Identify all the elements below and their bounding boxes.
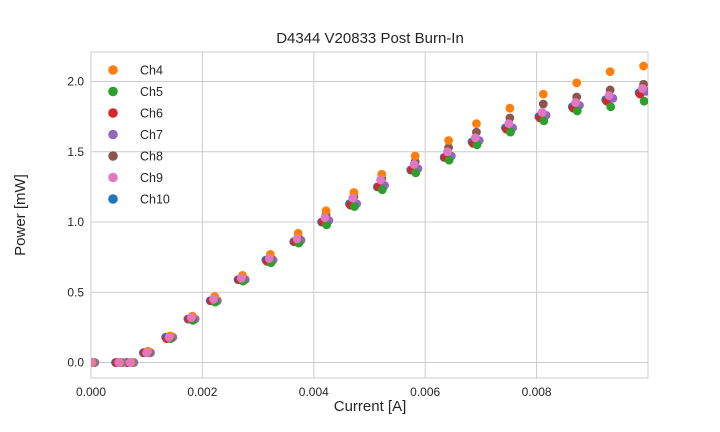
data-point [572, 78, 582, 88]
legend-item-ch7: Ch7 [108, 128, 163, 142]
legend: Ch4 Ch5 Ch6 Ch7 Ch8 Ch9 Ch10 [108, 64, 170, 207]
legend-label: Ch8 [140, 150, 163, 164]
chart-title: D4344 V20833 Post Burn-In [276, 30, 464, 47]
data-point [639, 61, 648, 71]
legend-marker-icon [108, 129, 118, 140]
x-axis-ticks: 0.000 0.002 0.004 0.006 0.008 [76, 385, 552, 399]
legend-marker-icon [108, 108, 118, 118]
y-axis-ticks: 0.0 0.5 1.0 1.5 2.0 [67, 75, 84, 370]
series-ch10 [91, 88, 644, 367]
y-tick-label: 1.5 [67, 145, 84, 159]
data-point [443, 147, 452, 157]
data-point [472, 119, 481, 129]
series-ch6 [91, 89, 645, 367]
series-ch7 [91, 86, 648, 367]
series-ch5 [91, 96, 648, 367]
x-tick-label: 0.002 [187, 385, 217, 399]
data-point [639, 96, 648, 106]
x-tick-label: 0.008 [522, 385, 552, 399]
data-point [537, 108, 547, 117]
legend-label: Ch10 [140, 193, 170, 207]
data-point [236, 273, 246, 283]
y-tick-label: 0.0 [67, 356, 84, 370]
data-point [506, 127, 515, 137]
data-point [91, 358, 96, 367]
x-tick-label: 0.004 [299, 385, 329, 399]
series-ch9 [91, 84, 647, 367]
y-tick-label: 1.0 [67, 215, 84, 229]
data-point [504, 119, 514, 129]
y-tick-label: 0.5 [67, 285, 84, 299]
legend-item-ch9: Ch9 [108, 171, 163, 185]
y-axis-label: Power [mW] [12, 174, 29, 256]
legend-label: Ch7 [140, 128, 163, 142]
data-point [125, 358, 135, 367]
plot-border [90, 51, 649, 379]
data-point [538, 99, 548, 109]
data-point [571, 98, 580, 107]
data-point [472, 140, 482, 150]
data-point [411, 168, 421, 178]
data-point [142, 348, 152, 358]
legend-label: Ch5 [140, 85, 163, 99]
data-point [321, 206, 331, 216]
legend-label: Ch4 [140, 64, 163, 78]
legend-marker-icon [108, 194, 118, 204]
data-point [539, 116, 549, 126]
x-tick-label: 0.000 [76, 385, 106, 399]
legend-item-ch5: Ch5 [108, 85, 163, 99]
legend-item-ch6: Ch6 [108, 107, 163, 121]
data-point [444, 136, 453, 145]
legend-marker-icon [108, 151, 118, 161]
legend-marker-icon [108, 172, 118, 183]
data-point [604, 91, 614, 100]
data-point [292, 234, 302, 244]
data-point [186, 313, 196, 322]
data-point [164, 332, 174, 342]
data-point [505, 103, 515, 113]
data-point [209, 294, 218, 304]
data-point [264, 254, 274, 263]
x-tick-label: 0.006 [410, 385, 440, 399]
series-ch4 [91, 61, 648, 367]
data-point [538, 89, 548, 99]
series-ch8 [91, 79, 648, 367]
legend-item-ch4: Ch4 [108, 64, 163, 78]
data-point [638, 84, 647, 93]
data-point [348, 193, 358, 203]
legend-label: Ch9 [140, 171, 163, 185]
y-tick-label: 2.0 [67, 75, 84, 89]
data-point [322, 220, 332, 230]
legend-item-ch8: Ch8 [108, 150, 163, 164]
x-axis-label: Current [A] [334, 398, 407, 415]
data-point [470, 133, 480, 143]
data-point [320, 213, 330, 223]
data-point [605, 67, 615, 77]
data-point [410, 151, 420, 161]
data-point [377, 185, 387, 195]
legend-marker-icon [108, 65, 118, 75]
data-point [572, 106, 582, 116]
data-point [114, 358, 124, 367]
data-point [350, 202, 359, 211]
data-point [376, 175, 386, 185]
legend-marker-icon [108, 86, 118, 97]
scatter-points [91, 61, 648, 367]
legend-item-ch10: Ch10 [108, 193, 170, 207]
data-point [606, 102, 616, 112]
grid-lines [90, 52, 648, 378]
data-point [444, 155, 454, 165]
data-point [409, 160, 419, 169]
legend-label: Ch6 [140, 107, 163, 121]
